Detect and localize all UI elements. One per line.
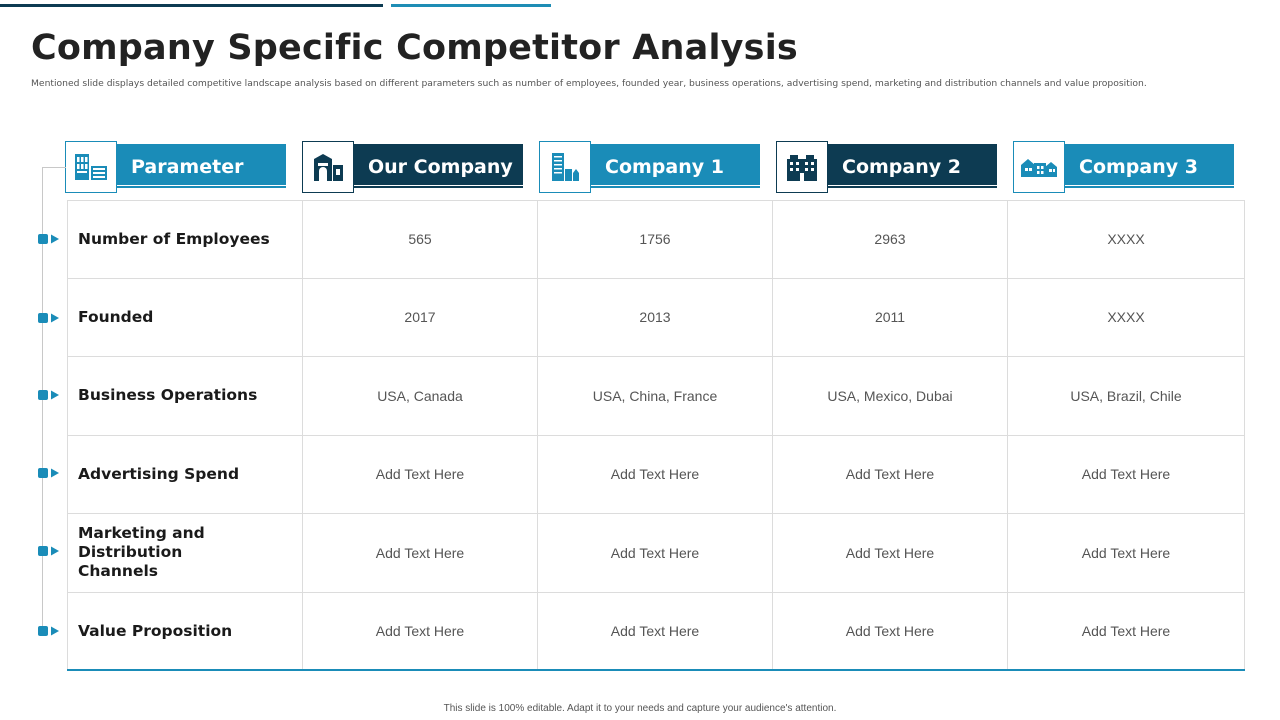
value-cell: USA, Mexico, Dubai (773, 357, 1008, 436)
value-cell: Add Text Here (1008, 592, 1245, 671)
value-cell: XXXX (1008, 200, 1245, 279)
header-company-3: Company 3 (1013, 141, 1234, 193)
slide-title: Company Specific Competitor Analysis (31, 28, 798, 68)
value-cell: Add Text Here (303, 435, 538, 514)
value-cell: Add Text Here (303, 592, 538, 671)
parameter-label: Advertising Spend (67, 435, 303, 514)
top-accent-bar-dark (0, 4, 383, 7)
header-company-1: Company 1 (539, 141, 760, 193)
header-our-company: Our Company (302, 141, 523, 193)
header-company-2: Company 2 (776, 141, 997, 193)
table-row: Business Operations USA, Canada USA, Chi… (67, 357, 1245, 436)
value-cell: 2013 (538, 278, 773, 357)
comparison-table: Number of Employees 565 1756 2963 XXXX F… (67, 200, 1245, 671)
value-cell: Add Text Here (303, 514, 538, 593)
value-cell: Add Text Here (773, 514, 1008, 593)
table-row: Marketing and Distribution Channels Add … (67, 514, 1245, 593)
parameter-label: Marketing and Distribution Channels (67, 514, 303, 593)
header-parameter: Parameter (65, 141, 286, 193)
table-row: Advertising Spend Add Text Here Add Text… (67, 435, 1245, 514)
row-bullet-icon (38, 234, 59, 244)
header-label: Our Company (368, 156, 513, 178)
houses-icon (1013, 141, 1065, 193)
value-cell: USA, China, France (538, 357, 773, 436)
table-row: Number of Employees 565 1756 2963 XXXX (67, 200, 1245, 279)
value-cell: XXXX (1008, 278, 1245, 357)
value-cell: Add Text Here (538, 514, 773, 593)
parameter-label: Value Proposition (67, 592, 303, 671)
table-bottom-rule (67, 669, 1245, 671)
value-cell: Add Text Here (773, 435, 1008, 514)
header-label: Company 3 (1079, 156, 1198, 178)
value-cell: 565 (303, 200, 538, 279)
value-cell: Add Text Here (1008, 435, 1245, 514)
parameter-label: Number of Employees (67, 200, 303, 279)
row-bullet-icon (38, 390, 59, 400)
top-accent-bar-light (391, 4, 551, 7)
table-row: Founded 2017 2013 2011 XXXX (67, 278, 1245, 357)
value-cell: USA, Canada (303, 357, 538, 436)
parameter-label: Founded (67, 278, 303, 357)
value-cell: Add Text Here (1008, 514, 1245, 593)
value-cell: Add Text Here (538, 435, 773, 514)
header-label: Company 1 (605, 156, 724, 178)
office-building-icon (302, 141, 354, 193)
skyscraper-icon (776, 141, 828, 193)
city-buildings-icon (539, 141, 591, 193)
slide-footer: This slide is 100% editable. Adapt it to… (443, 703, 837, 714)
slide-subtitle: Mentioned slide displays detailed compet… (31, 78, 1147, 89)
value-cell: Add Text Here (538, 592, 773, 671)
value-cell: Add Text Here (773, 592, 1008, 671)
row-bullet-icon (38, 546, 59, 556)
row-bullet-icon (38, 313, 59, 323)
parameter-label: Business Operations (67, 357, 303, 436)
value-cell: 1756 (538, 200, 773, 279)
value-cell: 2963 (773, 200, 1008, 279)
row-bullet-icon (38, 626, 59, 636)
row-bullet-icon (38, 468, 59, 478)
header-label: Parameter (131, 156, 244, 178)
value-cell: USA, Brazil, Chile (1008, 357, 1245, 436)
timeline-connector-stub (42, 167, 66, 168)
building-list-icon (65, 141, 117, 193)
header-label: Company 2 (842, 156, 961, 178)
value-cell: 2011 (773, 278, 1008, 357)
table-row: Value Proposition Add Text Here Add Text… (67, 592, 1245, 671)
value-cell: 2017 (303, 278, 538, 357)
